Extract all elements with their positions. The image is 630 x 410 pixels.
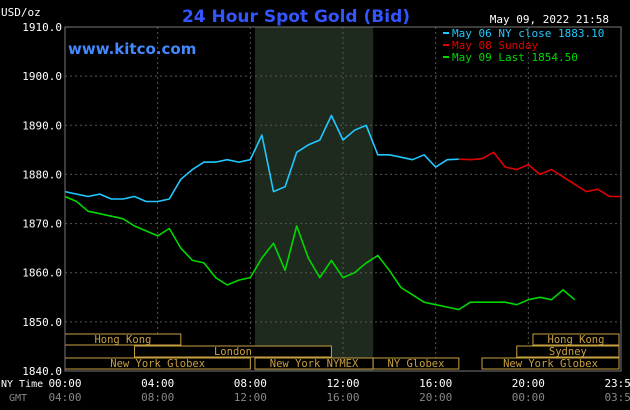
session-label: New York NYMEX xyxy=(270,358,359,370)
series-line xyxy=(64,114,459,203)
y-tick-label: 1910.0 xyxy=(22,21,62,34)
ny-time-row-label: NY Time xyxy=(1,379,43,390)
session-label: NY Globex xyxy=(388,358,445,370)
legend-entry: May 09 Last 1854.50 xyxy=(452,51,578,64)
axes: 1840.0 1850.0 1860.0 1870.0 1880.0 1890.0 1900… xyxy=(22,21,630,404)
session-bar xyxy=(372,357,460,370)
x-tick-label-ny: 00:00 xyxy=(48,377,81,390)
series-line xyxy=(64,195,576,311)
x-tick-label-gmt: 12:00 xyxy=(234,391,267,404)
y-axis-unit: USD/oz xyxy=(1,6,41,19)
x-tick-label-ny: 20:00 xyxy=(512,377,545,390)
y-tick-label: 1840.0 xyxy=(22,365,62,378)
chart-title: 24 Hour Spot Gold (Bid) xyxy=(182,7,410,27)
nymex-band-rect xyxy=(254,27,374,371)
plot-border xyxy=(64,26,622,372)
session-label: New York Globex xyxy=(110,358,205,370)
session-label: New York Globex xyxy=(503,358,598,370)
session-label: Hong Kong xyxy=(94,334,151,346)
legend-entry: May 06 NY close 1883.10 xyxy=(452,27,604,40)
y-tick-label: 1860.0 xyxy=(22,267,62,280)
x-tick-label-ny: 12:00 xyxy=(326,377,359,390)
session-bar xyxy=(481,357,620,370)
gmt-row-label: GMT xyxy=(9,393,27,404)
y-tick-label: 1850.0 xyxy=(22,316,62,329)
series-line xyxy=(458,151,621,198)
x-tick-label-ny: 04:00 xyxy=(141,377,174,390)
nymex-session-band xyxy=(254,27,374,371)
x-tick-label-gmt: 16:00 xyxy=(326,391,359,404)
x-tick-label-gmt: 08:00 xyxy=(141,391,174,404)
session-bar xyxy=(532,333,620,346)
watermark: www.kitco.com xyxy=(68,40,196,58)
session-bar xyxy=(516,345,620,358)
session-label: London xyxy=(214,346,252,358)
x-tick-label-gmt: 00:00 xyxy=(512,391,545,404)
y-tick-label: 1890.0 xyxy=(22,119,62,132)
x-tick-label-gmt: 03:59 xyxy=(604,391,630,404)
timestamp: May 09, 2022 21:58 xyxy=(490,13,609,26)
x-tick-label-ny: 23:59 xyxy=(604,377,630,390)
x-tick-label-gmt: 04:00 xyxy=(48,391,81,404)
x-tick-label-ny: 16:00 xyxy=(419,377,452,390)
session-label: Sydney xyxy=(549,346,587,358)
y-tick-label: 1900.0 xyxy=(22,70,62,83)
y-tick-label: 1880.0 xyxy=(22,168,62,181)
x-tick-label-ny: 08:00 xyxy=(234,377,267,390)
session-bar xyxy=(134,345,332,358)
session-label: Hong Kong xyxy=(548,334,605,346)
x-tick-label-gmt: 20:00 xyxy=(419,391,452,404)
legend-entry: May 08 Sunday xyxy=(452,39,538,52)
price-lines xyxy=(64,114,621,311)
y-tick-label: 1870.0 xyxy=(22,218,62,231)
